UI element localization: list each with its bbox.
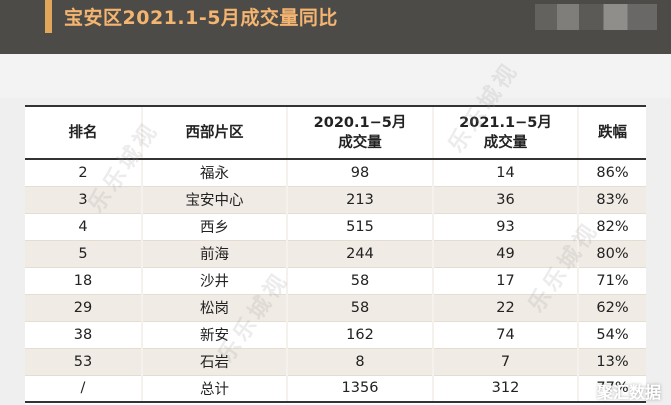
cell-rank: 18: [25, 267, 142, 295]
cell-decline: 82%: [577, 213, 646, 241]
table-row: 4 西乡 515 93 82%: [25, 213, 646, 241]
cell-2020-volume: 58: [286, 294, 433, 322]
cell-2020-volume: 98: [286, 159, 433, 187]
cell-2020-volume: 1356: [286, 375, 433, 403]
accent-bar: [45, 0, 52, 33]
data-table-container: 排名 西部片区 2020.1−5月 成交量 2021.1−5月 成交量 跌幅 2 福永…: [25, 105, 646, 405]
page-title: 宝安区2021.1-5月成交量同比: [64, 7, 338, 29]
cell-2021-volume: 93: [432, 213, 578, 241]
cell-rank: 29: [25, 294, 142, 322]
cell-decline: 13%: [577, 348, 646, 376]
table-row: / 总计 1356 312 77%: [25, 375, 646, 403]
cell-district: 宝安中心: [141, 186, 287, 214]
cell-district: 前海: [141, 240, 287, 268]
cell-2020-volume: 58: [286, 267, 433, 295]
header-rank: 排名: [25, 105, 142, 160]
cell-2021-volume: 14: [432, 159, 578, 187]
mosaic-blur: [535, 4, 657, 30]
cell-2021-volume: 22: [432, 294, 578, 322]
cell-decline: 80%: [577, 240, 646, 268]
header-2020-volume: 2020.1−5月 成交量: [286, 105, 433, 160]
cell-2020-volume: 244: [286, 240, 433, 268]
cell-rank: /: [25, 375, 142, 403]
table-row: 2 福永 98 14 86%: [25, 159, 646, 187]
cell-district: 新安: [141, 321, 287, 349]
cell-rank: 38: [25, 321, 142, 349]
cell-rank: 4: [25, 213, 142, 241]
cell-rank: 2: [25, 159, 142, 187]
cell-decline: 86%: [577, 159, 646, 187]
table-row: 29 松岗 58 22 62%: [25, 294, 646, 322]
header-bar: 宝安区2021.1-5月成交量同比: [0, 0, 671, 54]
table-row: 53 石岩 8 7 13%: [25, 348, 646, 376]
cell-2021-volume: 17: [432, 267, 578, 295]
cell-rank: 5: [25, 240, 142, 268]
table-row: 5 前海 244 49 80%: [25, 240, 646, 268]
sub-band: [0, 54, 671, 98]
data-table: 排名 西部片区 2020.1−5月 成交量 2021.1−5月 成交量 跌幅 2 福永…: [25, 105, 646, 403]
cell-decline: 83%: [577, 186, 646, 214]
cell-district: 福永: [141, 159, 287, 187]
cell-district: 西乡: [141, 213, 287, 241]
cell-2020-volume: 162: [286, 321, 433, 349]
cell-2021-volume: 7: [432, 348, 578, 376]
cell-2021-volume: 49: [432, 240, 578, 268]
header-district: 西部片区: [141, 105, 287, 160]
cell-decline: 77%: [577, 375, 646, 403]
table-row: 38 新安 162 74 54%: [25, 321, 646, 349]
cell-district: 沙井: [141, 267, 287, 295]
cell-decline: 54%: [577, 321, 646, 349]
cell-2021-volume: 36: [432, 186, 578, 214]
table-header-row: 排名 西部片区 2020.1−5月 成交量 2021.1−5月 成交量 跌幅: [25, 105, 646, 160]
cell-rank: 53: [25, 348, 142, 376]
header-decline: 跌幅: [577, 105, 646, 160]
cell-rank: 3: [25, 186, 142, 214]
header-2021-volume: 2021.1−5月 成交量: [432, 105, 578, 160]
cell-district: 总计: [141, 375, 287, 403]
table-row: 3 宝安中心 213 36 83%: [25, 186, 646, 214]
cell-2020-volume: 515: [286, 213, 433, 241]
cell-2020-volume: 8: [286, 348, 433, 376]
cell-decline: 62%: [577, 294, 646, 322]
corner-logo: 聚汇数据: [596, 383, 661, 402]
cell-2021-volume: 74: [432, 321, 578, 349]
cell-district: 松岗: [141, 294, 287, 322]
cell-2021-volume: 312: [432, 375, 578, 403]
cell-decline: 71%: [577, 267, 646, 295]
table-row: 18 沙井 58 17 71%: [25, 267, 646, 295]
cell-district: 石岩: [141, 348, 287, 376]
cell-2020-volume: 213: [286, 186, 433, 214]
